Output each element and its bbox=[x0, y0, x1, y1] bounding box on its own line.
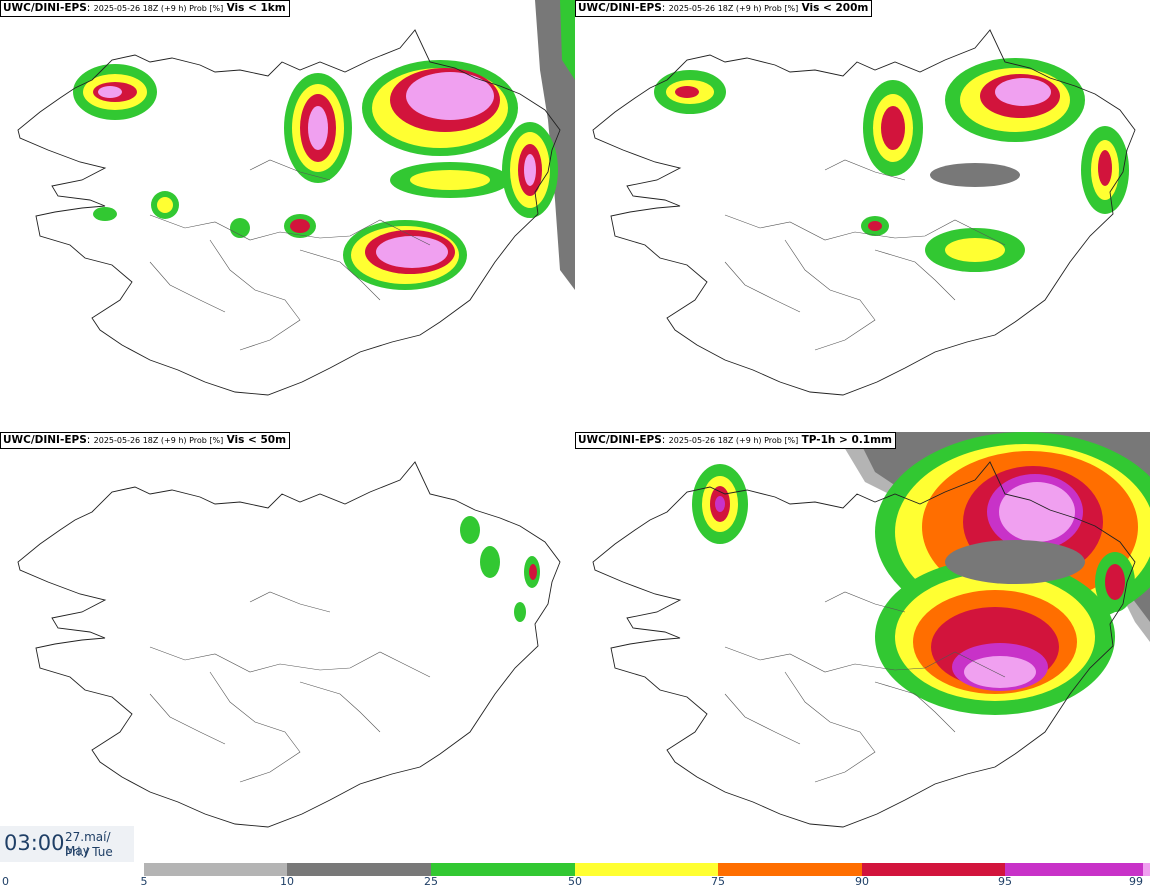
map-panel-vis-200m: UWC/DINI-EPS: 2025-05-26 18Z (+9 h) Prob… bbox=[575, 0, 1150, 432]
legend-color-bin bbox=[431, 863, 575, 876]
valid-time-box: 03:00 27.maí/ May Þri./ Tue bbox=[0, 826, 134, 862]
legend-color-bin bbox=[287, 863, 431, 876]
probability-legend: 0 5 10 25 50 75 90 95 99 bbox=[0, 862, 1150, 891]
map-panel-precip: UWC/DINI-EPS: 2025-05-26 18Z (+9 h) Prob… bbox=[575, 432, 1150, 864]
legend-color-bin bbox=[144, 863, 287, 876]
map-panel-vis-50m: UWC/DINI-EPS: 2025-05-26 18Z (+9 h) Prob… bbox=[0, 432, 575, 864]
probability-map bbox=[17, 461, 561, 828]
legend-tick-label: 5 bbox=[140, 875, 148, 888]
legend-color-bin bbox=[1143, 863, 1150, 876]
legend-color-bin bbox=[1005, 863, 1143, 876]
legend-tick-label: 10 bbox=[280, 875, 294, 888]
legend-tick-label: 50 bbox=[568, 875, 582, 888]
panel-title: UWC/DINI-EPS: 2025-05-26 18Z (+9 h) Prob… bbox=[575, 0, 873, 17]
legend-color-bin bbox=[575, 863, 718, 876]
legend-color-bin bbox=[862, 863, 1005, 876]
panel-title: UWC/DINI-EPS: 2025-05-26 18Z (+9 h) Prob… bbox=[575, 432, 896, 449]
probability-map bbox=[17, 0, 575, 396]
valid-time: 03:00 bbox=[4, 831, 65, 855]
legend-tick-label: 25 bbox=[424, 875, 438, 888]
legend-tick-label: 95 bbox=[998, 875, 1012, 888]
probability-map bbox=[592, 29, 1136, 396]
valid-date-line2: Þri./ Tue bbox=[65, 845, 113, 859]
valid-date-line1: 27.maí/ May bbox=[65, 830, 111, 858]
panel-title: UWC/DINI-EPS: 2025-05-26 18Z (+9 h) Prob… bbox=[0, 0, 290, 17]
legend-color-bin bbox=[718, 863, 862, 876]
panel-title: UWC/DINI-EPS: 2025-05-26 18Z (+9 h) Prob… bbox=[0, 432, 291, 449]
legend-tick-label: 0 bbox=[2, 875, 9, 888]
legend-tick-label: 75 bbox=[711, 875, 725, 888]
probability-map bbox=[592, 432, 1150, 828]
map-panel-vis-1km: UWC/DINI-EPS: 2025-05-26 18Z (+9 h) Prob… bbox=[0, 0, 575, 432]
legend-tick-label: 90 bbox=[855, 875, 869, 888]
legend-tick-label: 99 bbox=[1129, 875, 1143, 888]
